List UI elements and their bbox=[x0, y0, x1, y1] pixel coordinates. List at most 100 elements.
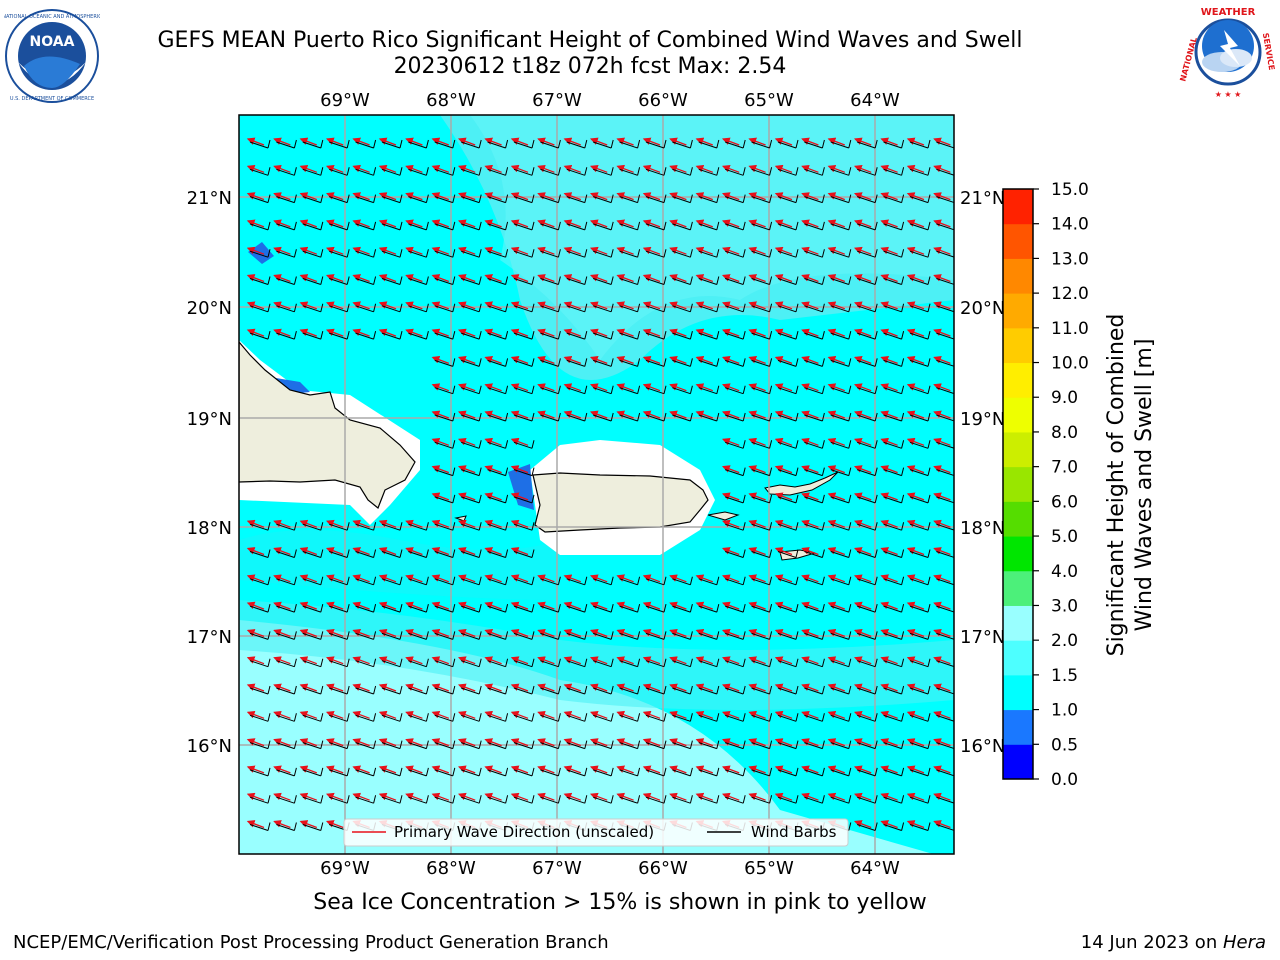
lat-label-left: 16°N bbox=[187, 736, 232, 757]
wave-arrow bbox=[853, 301, 872, 310]
lon-label-bottom: 67°W bbox=[532, 858, 582, 879]
wave-arrow bbox=[933, 601, 951, 610]
wind-barb bbox=[329, 276, 350, 285]
wave-arrow bbox=[246, 738, 265, 747]
wave-arrow bbox=[616, 656, 634, 665]
wind-barb bbox=[804, 522, 825, 531]
wave-arrow bbox=[431, 164, 450, 173]
wave-arrow bbox=[827, 656, 846, 665]
wave-arrow bbox=[827, 301, 846, 310]
wave-arrow bbox=[484, 410, 502, 419]
wind-barb bbox=[276, 576, 297, 586]
noaa-logo-text: NOAA bbox=[30, 34, 75, 50]
wind-barb bbox=[857, 713, 878, 722]
wind-barb bbox=[698, 385, 720, 395]
wind-barb bbox=[777, 412, 799, 422]
wind-barb bbox=[487, 658, 509, 668]
wind-barb bbox=[302, 194, 324, 204]
wave-arrow bbox=[246, 765, 265, 774]
wave-arrow bbox=[906, 410, 925, 419]
wind-barb bbox=[355, 249, 377, 258]
wind-barb bbox=[830, 795, 852, 804]
wave-arrow bbox=[801, 164, 819, 173]
wind-barb bbox=[249, 167, 271, 176]
wave-arrow bbox=[246, 328, 265, 337]
wind-barb bbox=[513, 522, 535, 531]
wave-arrow bbox=[880, 738, 898, 747]
wind-barb bbox=[751, 276, 773, 285]
wind-barb bbox=[830, 494, 852, 504]
wind-barb bbox=[381, 685, 403, 695]
wave-arrow bbox=[537, 574, 555, 583]
wind-barb bbox=[804, 494, 825, 504]
wave-arrow bbox=[431, 437, 450, 446]
wave-arrow bbox=[669, 765, 687, 774]
wind-barb bbox=[936, 305, 954, 313]
wind-barb bbox=[857, 330, 878, 340]
wave-arrow bbox=[246, 274, 265, 283]
wind-barb bbox=[804, 713, 825, 722]
wind-barb bbox=[487, 412, 509, 422]
wave-arrow bbox=[933, 219, 951, 228]
wave-arrow bbox=[827, 410, 846, 419]
wind-barb bbox=[909, 631, 931, 640]
wind-barb bbox=[936, 141, 954, 149]
wind-barb bbox=[487, 139, 509, 149]
wave-arrow bbox=[853, 274, 872, 283]
wave-arrow bbox=[431, 410, 450, 419]
wind-barb bbox=[936, 196, 954, 203]
wind-barb bbox=[461, 713, 482, 722]
wave-arrow bbox=[616, 574, 634, 583]
wave-arrow bbox=[563, 192, 582, 201]
wind-barb bbox=[513, 139, 535, 149]
lon-label-top: 67°W bbox=[532, 90, 582, 111]
wind-barb bbox=[249, 522, 271, 531]
wave-arrow bbox=[484, 792, 502, 801]
wave-arrow bbox=[721, 683, 740, 692]
wave-arrow bbox=[352, 683, 370, 692]
wave-arrow bbox=[880, 301, 898, 310]
wind-barb bbox=[461, 167, 482, 176]
wind-barb bbox=[698, 767, 720, 777]
wind-barb bbox=[276, 658, 297, 668]
wave-arrow bbox=[589, 710, 608, 719]
wave-arrow bbox=[695, 137, 714, 146]
wave-arrow bbox=[774, 519, 793, 528]
wave-arrow bbox=[880, 792, 898, 801]
wind-barb bbox=[777, 167, 799, 176]
wind-barb bbox=[672, 713, 693, 722]
wind-barb bbox=[434, 330, 456, 340]
wind-barb bbox=[909, 795, 931, 804]
lon-label-top: 66°W bbox=[638, 90, 688, 111]
wind-barb bbox=[355, 795, 377, 804]
wave-arrow bbox=[880, 629, 898, 638]
wind-barb bbox=[276, 631, 297, 640]
lat-label-right: 18°N bbox=[960, 518, 1005, 539]
wave-arrow bbox=[827, 164, 846, 173]
wave-arrow bbox=[325, 683, 344, 692]
wind-barb bbox=[249, 795, 271, 804]
wind-barb bbox=[329, 549, 350, 558]
wave-arrow bbox=[669, 274, 687, 283]
wind-barb bbox=[276, 795, 297, 804]
wind-barb bbox=[619, 221, 641, 231]
wave-arrow bbox=[827, 629, 846, 638]
wave-arrow bbox=[405, 683, 423, 692]
wind-barb bbox=[302, 631, 324, 640]
wave-arrow bbox=[457, 192, 476, 201]
wave-arrow bbox=[273, 547, 291, 556]
wave-arrow bbox=[352, 765, 370, 774]
wind-barb bbox=[619, 713, 641, 722]
wave-arrow bbox=[484, 465, 502, 474]
wind-barb bbox=[513, 631, 535, 640]
wave-arrow bbox=[589, 328, 608, 337]
wave-arrow bbox=[695, 164, 714, 173]
wind-barb bbox=[672, 139, 693, 149]
wind-barb bbox=[461, 767, 482, 777]
wave-arrow bbox=[933, 683, 951, 692]
wind-barb bbox=[540, 194, 561, 204]
wave-arrow bbox=[431, 765, 450, 774]
wave-arrow bbox=[669, 738, 687, 747]
svg-text:★ ★ ★: ★ ★ ★ bbox=[1215, 90, 1242, 99]
wind-barb bbox=[936, 632, 954, 640]
